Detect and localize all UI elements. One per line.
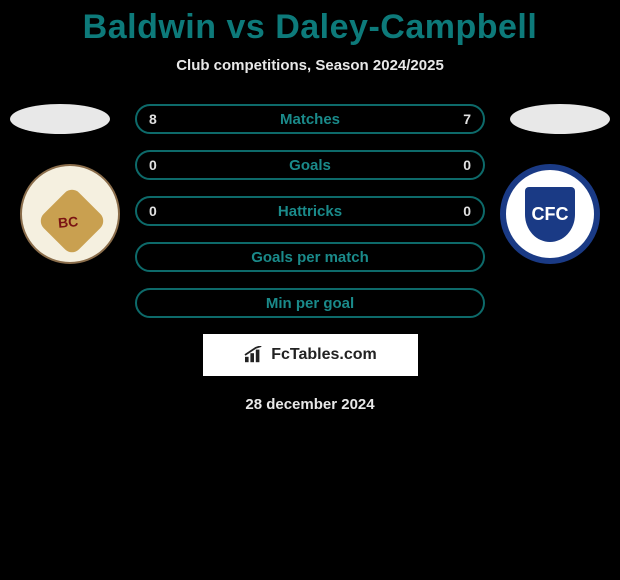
stat-label: Min per goal — [266, 295, 354, 312]
chart-icon — [243, 346, 265, 364]
team-badge-left: BC — [20, 164, 120, 264]
stat-value-right: 7 — [463, 111, 471, 127]
stat-bar-goals-per-match: Goals per match — [135, 242, 485, 272]
stat-label: Hattricks — [278, 203, 342, 220]
stat-bar-hattricks: 0 Hattricks 0 — [135, 196, 485, 226]
date-text: 28 december 2024 — [0, 396, 620, 413]
stat-value-left: 0 — [149, 157, 157, 173]
team-badge-left-text: BC — [57, 213, 79, 231]
team-badge-right-text: CFC — [525, 187, 575, 242]
subtitle: Club competitions, Season 2024/2025 — [0, 57, 620, 74]
stat-bar-matches: 8 Matches 7 — [135, 104, 485, 134]
stat-label: Goals per match — [251, 249, 369, 266]
stat-value-left: 0 — [149, 203, 157, 219]
comparison-panel: BC CFC 8 Matches 7 0 Goals 0 0 Hattricks… — [0, 104, 620, 413]
stat-value-right: 0 — [463, 203, 471, 219]
stat-bar-goals: 0 Goals 0 — [135, 150, 485, 180]
player-oval-left — [10, 104, 110, 134]
team-badge-right: CFC — [500, 164, 600, 264]
player-oval-right — [510, 104, 610, 134]
stat-value-right: 0 — [463, 157, 471, 173]
stat-value-left: 8 — [149, 111, 157, 127]
page-title: Baldwin vs Daley-Campbell — [0, 0, 620, 47]
stat-bar-min-per-goal: Min per goal — [135, 288, 485, 318]
stat-label: Matches — [280, 111, 340, 128]
watermark-text: FcTables.com — [271, 346, 377, 364]
stat-bars: 8 Matches 7 0 Goals 0 0 Hattricks 0 Goal… — [135, 104, 485, 318]
watermark: FcTables.com — [203, 334, 418, 376]
stat-label: Goals — [289, 157, 331, 174]
